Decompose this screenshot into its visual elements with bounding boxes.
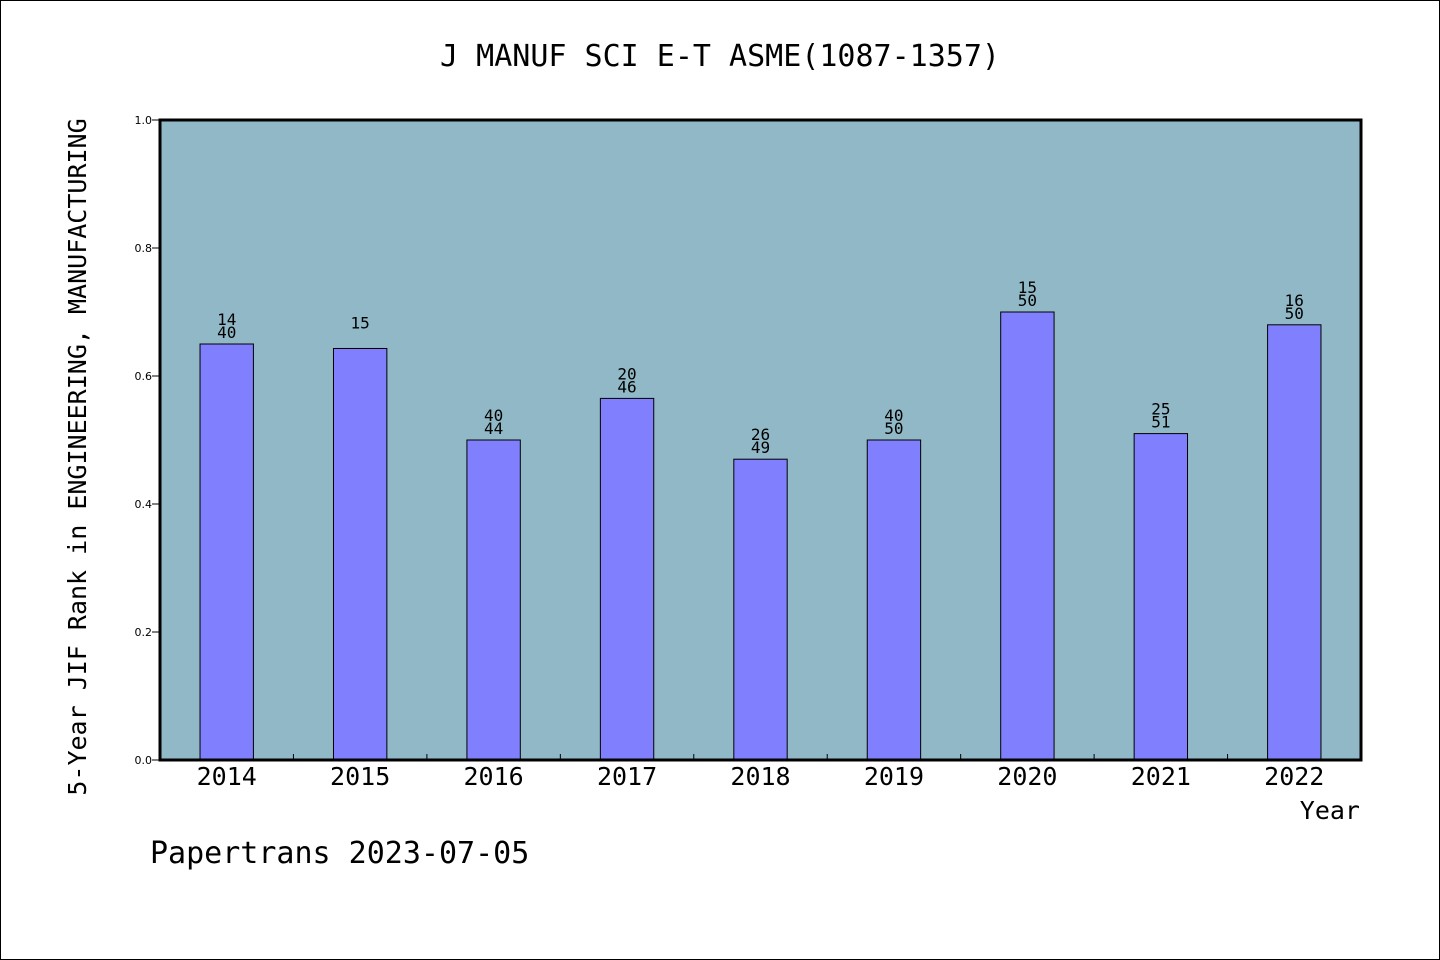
y-tick-label: 1.0: [135, 114, 153, 127]
bar-2021: [1133, 433, 1189, 761]
x-tick-label: 2019: [864, 762, 924, 791]
bar-data-label: 49: [751, 438, 770, 457]
bar-data-label: 46: [617, 377, 636, 396]
x-tick-label: 2015: [330, 762, 390, 791]
x-tick-label: 2018: [730, 762, 790, 791]
bar-data-label: 50: [1285, 304, 1304, 323]
bar-data-label: 25: [1151, 400, 1170, 419]
x-tick-label: 2022: [1264, 762, 1324, 791]
bar-data-label: 26: [751, 425, 770, 444]
y-axis-ticks: 0.0 0.2 0.4 0.6 0.8 1.0: [135, 114, 160, 767]
x-tick-label: 2017: [597, 762, 657, 791]
y-tick-label: 0.6: [135, 370, 153, 383]
bar-data-label: 15: [351, 313, 370, 332]
plot-border: [158, 118, 1363, 762]
bar-2016: [466, 439, 521, 761]
x-tick-label: 2020: [997, 762, 1057, 791]
bar-2019: [866, 439, 922, 761]
bar-data-label: 16: [1285, 291, 1304, 310]
y-tick-label: 0.0: [135, 754, 153, 767]
x-tick-label: 2014: [197, 762, 257, 791]
bar-data-label: 14: [217, 310, 236, 329]
chart-title: J MANUF SCI E-T ASME(1087-1357): [440, 39, 1000, 74]
x-axis-label: Year: [1300, 796, 1360, 825]
bar-data-label: 40: [217, 323, 236, 342]
footer-credit: Papertrans 2023-07-05: [150, 836, 529, 871]
x-tick-label: 2021: [1131, 762, 1191, 791]
x-tick-label: 2016: [464, 762, 524, 791]
y-tick-label: 0.2: [135, 626, 153, 639]
bar-2014: [199, 343, 254, 761]
y-tick-label: 0.4: [135, 498, 153, 511]
bars: [199, 311, 1322, 761]
bar-2022: [1267, 324, 1322, 761]
bar-data-label: 40: [884, 406, 903, 425]
bar-data-label: 15: [1018, 278, 1037, 297]
bar-data-label: 50: [884, 419, 903, 438]
bar-data-label: 51: [1151, 413, 1170, 432]
y-axis-label: 5-Year JIF Rank in ENGINEERING, MANUFACT…: [63, 118, 92, 795]
bar-data-label: 40: [484, 406, 503, 425]
y-tick-label: 0.8: [135, 242, 153, 255]
bar-2020: [1000, 311, 1055, 761]
bar-2018: [733, 458, 788, 761]
bar-data-label: 20: [617, 364, 636, 383]
bar-2017: [599, 397, 655, 761]
x-axis-ticks: 2014 2015 2016 2017 2018 2019 2020 2021 2022: [197, 754, 1324, 791]
bar-data-label: 44: [484, 419, 503, 438]
bar-data-label: 50: [1018, 291, 1037, 310]
bar-2015: [332, 347, 388, 761]
